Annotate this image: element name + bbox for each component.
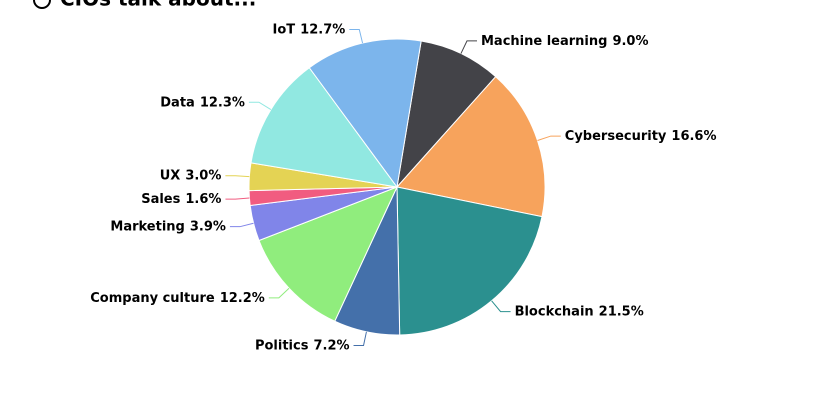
- label-value: 1.6%: [185, 192, 221, 207]
- label-value: 16.6%: [671, 129, 716, 144]
- connector: [349, 28, 364, 44]
- label-value: 12.7%: [300, 22, 345, 37]
- pie-slice: [258, 186, 398, 322]
- title-icon: [33, 0, 51, 9]
- label-name: Data: [160, 95, 195, 110]
- connector: [225, 175, 250, 178]
- label-value: 12.3%: [200, 95, 245, 110]
- chart-title: CIOs talk about...: [60, 0, 256, 11]
- connector: [537, 135, 561, 141]
- label-name: Blockchain: [515, 304, 594, 319]
- data-label: Politics 7.2%: [255, 338, 350, 353]
- data-label: IoT 12.7%: [273, 22, 346, 37]
- label-name: Marketing: [110, 219, 184, 234]
- connector: [460, 40, 477, 54]
- connector: [248, 101, 272, 111]
- data-label: UX 3.0%: [160, 168, 222, 183]
- data-label: Blockchain 21.5%: [515, 304, 644, 319]
- data-label: Company culture 12.2%: [90, 290, 265, 305]
- data-label: Sales 1.6%: [141, 192, 221, 207]
- label-value: 21.5%: [599, 304, 644, 319]
- connector: [268, 287, 290, 299]
- connector: [491, 300, 511, 313]
- label-name: Company culture: [90, 290, 215, 305]
- label-name: Cybersecurity: [565, 129, 667, 144]
- label-value: 3.9%: [190, 219, 226, 234]
- data-label: Data 12.3%: [160, 95, 245, 110]
- label-name: Machine learning: [481, 33, 607, 48]
- label-name: UX: [160, 168, 181, 183]
- label-value: 7.2%: [313, 338, 349, 353]
- connector: [353, 331, 367, 347]
- data-label: Cybersecurity 16.6%: [565, 129, 717, 144]
- connector: [229, 222, 254, 228]
- label-value: 9.0%: [612, 33, 648, 48]
- connector: [225, 197, 250, 200]
- label-value: 12.2%: [220, 290, 265, 305]
- label-name: IoT: [273, 22, 296, 37]
- data-label: Marketing 3.9%: [110, 219, 226, 234]
- label-value: 3.0%: [185, 168, 221, 183]
- label-name: Politics: [255, 338, 309, 353]
- label-name: Sales: [141, 192, 180, 207]
- pie-slice: [396, 40, 497, 189]
- data-label: Machine learning 9.0%: [481, 33, 649, 48]
